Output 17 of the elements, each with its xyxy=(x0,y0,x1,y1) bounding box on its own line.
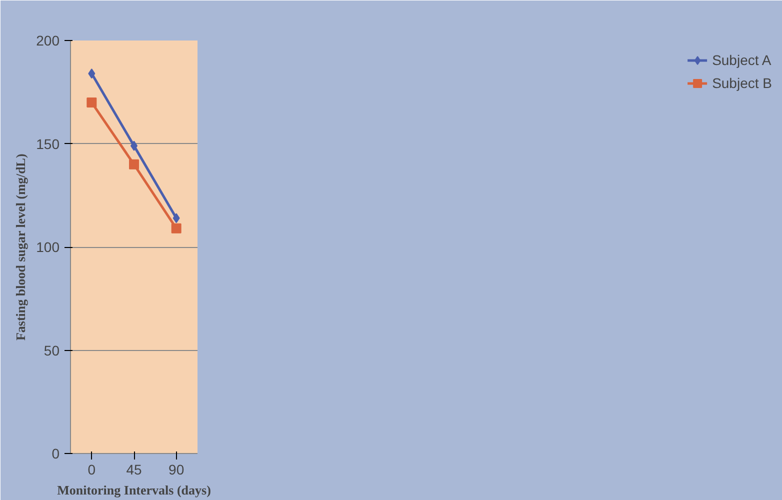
x-tick-label: 0 xyxy=(88,462,96,478)
y-tick-label: 0 xyxy=(52,446,60,462)
y-tick-label: 100 xyxy=(36,239,60,255)
point xyxy=(172,213,180,224)
legend-label: Subject B xyxy=(712,75,772,91)
y-tick-label: 150 xyxy=(36,136,60,152)
y-tick-label: 200 xyxy=(36,32,60,48)
x-tick-label: 45 xyxy=(126,462,142,478)
y-tick-label: 50 xyxy=(44,342,60,358)
point xyxy=(88,68,96,79)
point xyxy=(86,97,97,108)
x-tick-label: 90 xyxy=(168,462,184,478)
x-axis-title: Monitoring Intervals (days) xyxy=(57,482,211,498)
point xyxy=(129,159,139,170)
y-axis-title: Fasting blood sugar level (mg/dL) xyxy=(13,154,28,341)
point xyxy=(171,223,182,234)
legend-label: Subject A xyxy=(712,52,772,68)
